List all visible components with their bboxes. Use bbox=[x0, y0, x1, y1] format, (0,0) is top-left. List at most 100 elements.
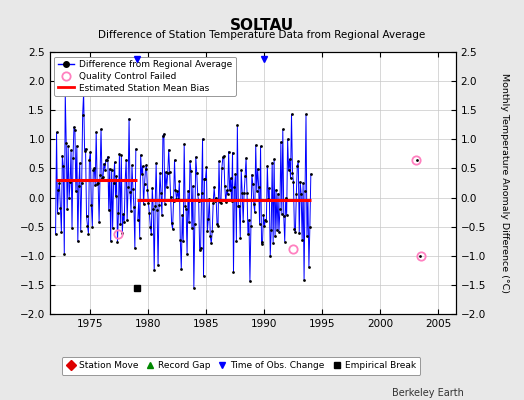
Point bbox=[230, 269, 238, 275]
Point bbox=[149, 206, 157, 212]
Text: SOLTAU: SOLTAU bbox=[230, 18, 294, 33]
Point bbox=[215, 158, 223, 164]
Point bbox=[75, 160, 84, 166]
Point bbox=[108, 225, 117, 231]
Point bbox=[167, 194, 175, 201]
Point bbox=[128, 162, 136, 169]
Point bbox=[287, 111, 296, 117]
Point bbox=[90, 165, 99, 172]
Point bbox=[255, 221, 264, 227]
Point bbox=[156, 170, 164, 176]
Point bbox=[57, 229, 66, 235]
Point bbox=[198, 190, 206, 196]
Point bbox=[261, 217, 269, 223]
Text: Difference of Station Temperature Data from Regional Average: Difference of Station Temperature Data f… bbox=[99, 30, 425, 40]
Point bbox=[191, 221, 199, 227]
Point bbox=[268, 159, 276, 166]
Point bbox=[136, 152, 145, 158]
Text: 1980: 1980 bbox=[135, 319, 161, 329]
Point bbox=[190, 285, 198, 291]
Point bbox=[80, 90, 88, 96]
Point bbox=[247, 223, 255, 229]
Point bbox=[183, 251, 191, 257]
Point bbox=[123, 217, 132, 224]
Point bbox=[276, 206, 284, 213]
Point bbox=[179, 238, 188, 244]
Point bbox=[258, 239, 267, 246]
Point bbox=[71, 127, 79, 133]
Point bbox=[171, 187, 180, 193]
Point bbox=[292, 191, 301, 197]
Point bbox=[217, 164, 226, 171]
Point bbox=[160, 131, 168, 137]
Point bbox=[146, 224, 155, 230]
Point bbox=[107, 167, 116, 173]
Point bbox=[79, 112, 87, 118]
Point bbox=[67, 147, 75, 154]
Point bbox=[200, 175, 209, 182]
Point bbox=[161, 201, 169, 207]
Point bbox=[184, 188, 192, 194]
Point bbox=[252, 142, 260, 148]
Point bbox=[174, 196, 182, 202]
Point bbox=[294, 158, 302, 165]
Point bbox=[137, 171, 146, 178]
Point bbox=[222, 199, 230, 206]
Point bbox=[207, 240, 215, 247]
Point bbox=[86, 148, 94, 155]
Point bbox=[153, 207, 161, 213]
Point bbox=[265, 185, 274, 191]
Point bbox=[226, 175, 235, 181]
Point bbox=[167, 220, 176, 226]
Point bbox=[143, 162, 151, 168]
Point bbox=[278, 210, 286, 217]
Point bbox=[212, 194, 220, 201]
Point bbox=[253, 188, 261, 194]
Point bbox=[216, 199, 224, 206]
Point bbox=[138, 163, 147, 170]
Point bbox=[209, 200, 217, 206]
Point bbox=[307, 171, 315, 177]
Point bbox=[64, 143, 72, 149]
Point bbox=[81, 146, 90, 152]
Point bbox=[256, 143, 265, 149]
Point bbox=[296, 179, 304, 185]
Point bbox=[70, 124, 78, 130]
Point bbox=[266, 253, 275, 259]
Point bbox=[248, 181, 257, 187]
Point bbox=[168, 226, 177, 232]
Point bbox=[300, 276, 308, 283]
Point bbox=[127, 208, 135, 214]
Point bbox=[199, 273, 208, 280]
Point bbox=[130, 204, 138, 210]
Legend: Station Move, Record Gap, Time of Obs. Change, Empirical Break: Station Move, Record Gap, Time of Obs. C… bbox=[62, 357, 420, 375]
Point bbox=[187, 168, 195, 174]
Point bbox=[89, 167, 97, 174]
Point bbox=[101, 166, 109, 173]
Point bbox=[176, 236, 184, 243]
Point bbox=[111, 159, 119, 165]
Point bbox=[85, 156, 94, 163]
Point bbox=[286, 156, 294, 162]
Point bbox=[416, 252, 424, 259]
Point bbox=[282, 212, 291, 218]
Point bbox=[224, 148, 233, 155]
Point bbox=[55, 180, 63, 186]
Point bbox=[105, 166, 114, 172]
Point bbox=[170, 157, 179, 163]
Point bbox=[199, 136, 207, 142]
Text: 1985: 1985 bbox=[193, 319, 220, 329]
Point bbox=[61, 90, 70, 96]
Point bbox=[194, 198, 203, 205]
Point bbox=[80, 148, 89, 154]
Point bbox=[182, 206, 190, 212]
Point bbox=[223, 187, 231, 194]
Point bbox=[141, 166, 150, 172]
Point bbox=[56, 205, 64, 211]
Point bbox=[129, 185, 137, 192]
Point bbox=[100, 160, 108, 167]
Point bbox=[271, 233, 279, 240]
Point bbox=[202, 164, 211, 170]
Point bbox=[150, 267, 158, 273]
Point bbox=[231, 171, 239, 177]
